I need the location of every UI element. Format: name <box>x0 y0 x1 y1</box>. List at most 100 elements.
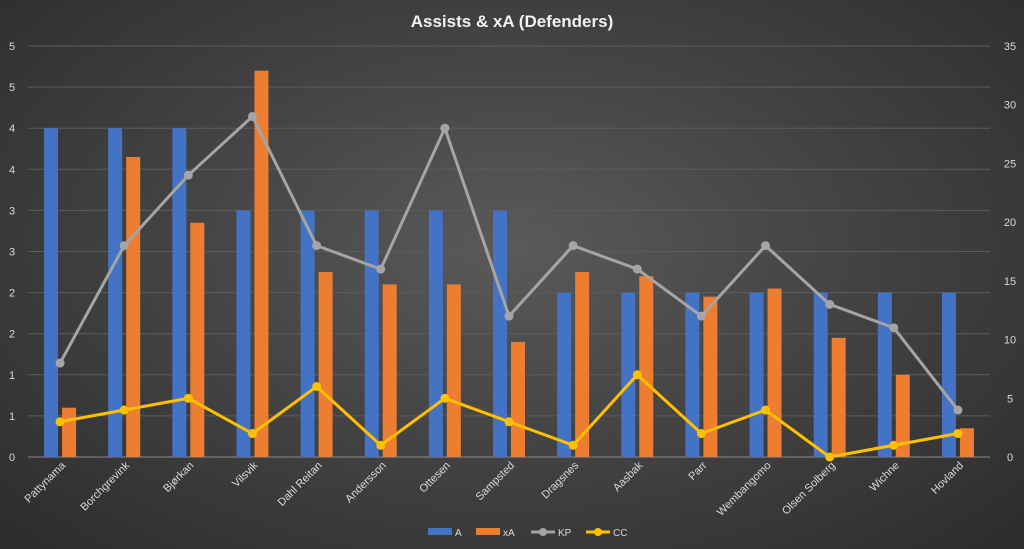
point-kp <box>440 123 450 133</box>
bar-a <box>557 292 572 457</box>
category-label: Dragsnes <box>539 459 581 501</box>
point-cc <box>312 382 322 392</box>
gridlines <box>28 45 990 458</box>
bar-xa <box>767 288 782 457</box>
category-label: Sampsted <box>474 460 518 504</box>
right-tick-label: 10 <box>1004 335 1016 347</box>
category-label: Olsen Solberg <box>780 460 838 518</box>
left-tick-label: 2 <box>9 288 15 300</box>
point-cc <box>825 452 835 462</box>
legend-swatch-a <box>428 528 452 535</box>
point-cc <box>889 440 899 450</box>
bar-a <box>685 292 700 457</box>
legend-swatch-xa <box>476 528 500 535</box>
right-tick-label: 5 <box>1007 393 1013 405</box>
point-kp <box>953 405 963 415</box>
bar-xa <box>382 284 397 457</box>
category-label: Ottesen <box>417 460 453 496</box>
left-axis: 0 1 1 2 2 3 3 4 4 5 5 <box>9 41 15 464</box>
point-kp <box>825 299 835 309</box>
point-cc <box>440 393 450 403</box>
bar-a <box>749 292 764 457</box>
bar-xa <box>62 407 77 457</box>
left-tick-label: 3 <box>9 205 15 217</box>
point-kp <box>376 264 386 274</box>
left-tick-label: 4 <box>9 164 15 176</box>
bar-xa <box>575 272 590 457</box>
left-tick-label: 1 <box>9 370 15 382</box>
right-axis: 0 5 10 15 20 25 30 35 <box>1004 41 1016 464</box>
bar-xa <box>190 222 205 457</box>
category-label: Borchgrevink <box>78 459 132 513</box>
point-cc <box>247 429 257 439</box>
category-label: Wembangomo <box>715 460 774 519</box>
point-cc <box>953 429 963 439</box>
category-label: Hovland <box>929 460 966 497</box>
left-tick-label: 5 <box>9 41 15 53</box>
legend-label-a: A <box>455 528 462 539</box>
category-label: Vilsvik <box>230 459 261 490</box>
bar-a <box>236 210 251 457</box>
bar-a <box>621 292 636 457</box>
point-kp <box>119 241 129 251</box>
bar-a <box>877 292 892 457</box>
bars <box>44 70 974 457</box>
bar-a <box>813 292 828 457</box>
legend-label-cc: CC <box>613 528 627 539</box>
bar-xa <box>703 296 718 457</box>
right-tick-label: 20 <box>1004 217 1016 229</box>
bar-xa <box>318 272 333 457</box>
chart-title: Assists & xA (Defenders) <box>411 12 614 31</box>
point-cc <box>632 370 642 380</box>
bar-xa <box>639 276 654 457</box>
bar-a <box>172 128 187 457</box>
point-cc <box>55 417 65 427</box>
bar-xa <box>895 374 910 457</box>
point-cc <box>376 440 386 450</box>
left-tick-label: 1 <box>9 411 15 423</box>
point-kp <box>696 311 706 321</box>
category-label: Aasbak <box>611 459 646 494</box>
left-tick-label: 2 <box>9 329 15 341</box>
right-tick-label: 25 <box>1004 158 1016 170</box>
right-tick-label: 30 <box>1004 100 1016 112</box>
bar-a <box>493 210 507 457</box>
point-kp <box>889 323 899 333</box>
bar-a <box>108 128 123 457</box>
point-kp <box>504 311 514 321</box>
legend-label-kp: KP <box>558 528 572 539</box>
point-kp <box>247 111 257 121</box>
left-tick-label: 4 <box>9 123 15 135</box>
legend-marker-kp <box>539 528 547 536</box>
point-cc <box>504 417 514 427</box>
legend-label-xa: xA <box>503 528 515 539</box>
right-tick-label: 0 <box>1007 452 1013 464</box>
point-kp <box>312 241 322 251</box>
bar-a <box>44 128 59 457</box>
point-kp <box>568 241 578 251</box>
category-label: Andersson <box>343 460 389 506</box>
point-kp <box>761 241 771 251</box>
right-tick-label: 15 <box>1004 276 1016 288</box>
category-label: Parr <box>686 459 709 482</box>
point-kp <box>55 358 65 368</box>
point-kp <box>632 264 642 274</box>
left-tick-label: 0 <box>9 452 15 464</box>
bar-a <box>941 292 956 457</box>
bar-a <box>364 210 379 457</box>
left-tick-label: 5 <box>9 82 15 94</box>
left-tick-label: 3 <box>9 247 15 259</box>
bar-xa <box>959 428 974 457</box>
bar-xa <box>831 337 846 457</box>
point-cc <box>119 405 129 415</box>
point-cc <box>696 429 706 439</box>
category-axis: Pattynama Borchgrevink Bjørkan Vilsvik Dahl … <box>23 459 967 519</box>
point-kp <box>183 170 193 180</box>
right-tick-label: 35 <box>1004 41 1016 53</box>
lines <box>55 111 963 462</box>
category-label: Dahl Reitan <box>276 460 325 509</box>
bar-xa <box>126 156 141 457</box>
category-label: Bjørkan <box>161 460 196 495</box>
